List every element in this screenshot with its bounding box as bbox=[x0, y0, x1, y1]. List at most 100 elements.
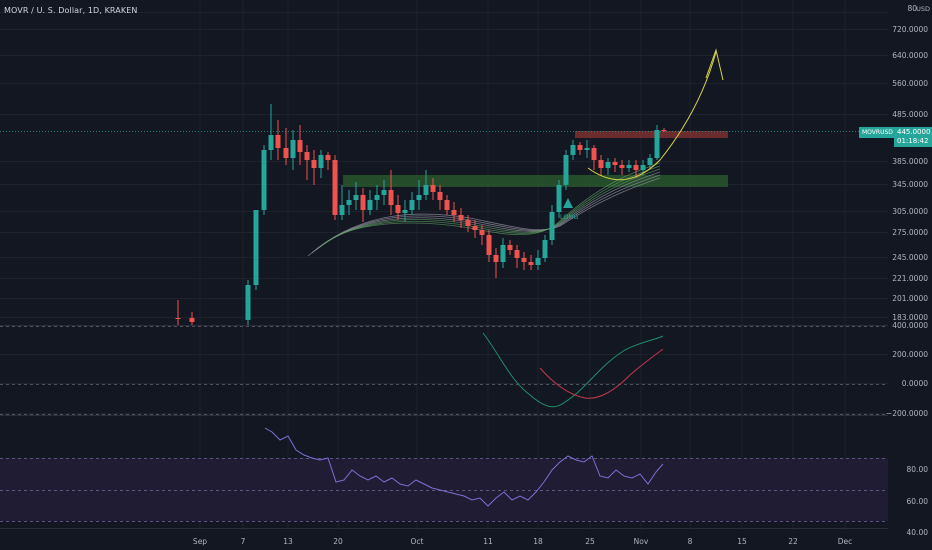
candle-body bbox=[500, 245, 506, 262]
time-label: Nov bbox=[633, 537, 649, 546]
candle-body bbox=[598, 160, 604, 168]
ma-ribbon bbox=[307, 162, 661, 257]
candle-body bbox=[458, 215, 464, 220]
osc-tick: −200.0000 bbox=[885, 409, 928, 418]
candle-body bbox=[542, 240, 548, 258]
candle-body bbox=[245, 285, 251, 320]
symbol-badge: MOVRUSD bbox=[859, 127, 896, 138]
time-label: Dec bbox=[837, 537, 853, 546]
candle-body bbox=[416, 195, 422, 200]
price-tick: 305.0000 bbox=[892, 207, 928, 216]
osc-tick: 0.0000 bbox=[901, 379, 928, 388]
symbol-title[interactable]: MOVR / U. S. Dollar, 1D, KRAKEN bbox=[4, 6, 138, 15]
candle-body bbox=[479, 230, 485, 235]
osc-tick: 200.0000 bbox=[892, 350, 928, 359]
time-label: 25 bbox=[585, 537, 595, 546]
candle-body bbox=[577, 145, 583, 150]
candle-body bbox=[451, 210, 457, 215]
rsi-tick: 80.00 bbox=[906, 465, 928, 474]
time-label: Sep bbox=[192, 537, 208, 546]
candle-body bbox=[318, 155, 324, 168]
candle-body bbox=[346, 200, 352, 205]
price-tick: 560.0000 bbox=[892, 79, 928, 88]
price-tick: 385.0000 bbox=[892, 157, 928, 166]
candle-body bbox=[437, 192, 443, 200]
time-label: 8 bbox=[687, 537, 693, 546]
candle-body bbox=[535, 258, 541, 265]
candle-body bbox=[290, 140, 296, 158]
candle-body bbox=[283, 148, 289, 158]
time-label: 13 bbox=[283, 537, 293, 546]
last-price: 445.0000 bbox=[897, 128, 931, 136]
candle-body bbox=[647, 158, 653, 165]
price-tick: 221.0000 bbox=[892, 274, 928, 283]
candle-body bbox=[507, 245, 513, 250]
candle-body bbox=[381, 190, 387, 195]
rsi-tick: 40.00 bbox=[906, 528, 928, 537]
candle-body bbox=[570, 145, 576, 155]
candle-body bbox=[626, 165, 632, 168]
candle-body bbox=[472, 226, 478, 230]
candle-body bbox=[591, 148, 597, 160]
candle-body bbox=[430, 185, 436, 192]
time-label: 15 bbox=[737, 537, 747, 546]
candle-body bbox=[528, 262, 534, 265]
price-tick: 245.0000 bbox=[892, 253, 928, 262]
candle-body bbox=[486, 235, 492, 255]
candle-body bbox=[304, 152, 310, 160]
candle-body bbox=[423, 185, 429, 195]
resistance-zone bbox=[575, 131, 728, 138]
candle-body bbox=[275, 135, 281, 148]
price-axis[interactable]: 80 USD 720.0000 640.0000 560.0000 485.00… bbox=[885, 0, 932, 550]
candle-body bbox=[605, 162, 611, 168]
candle-body bbox=[261, 150, 267, 210]
ribbon-line bbox=[307, 177, 661, 257]
price-tick: 485.0000 bbox=[892, 110, 928, 119]
ribbon-line bbox=[323, 165, 661, 245]
long-marker bbox=[563, 198, 573, 208]
candle-body bbox=[465, 220, 471, 226]
macd-slow-line bbox=[539, 348, 664, 399]
candle-body bbox=[619, 165, 625, 168]
ribbon-line bbox=[327, 162, 661, 242]
price-tick: 201.0000 bbox=[892, 294, 928, 303]
candle-body bbox=[311, 160, 317, 168]
currency-label: USD bbox=[916, 5, 930, 13]
candle-body bbox=[549, 212, 555, 240]
time-label: 22 bbox=[788, 537, 798, 546]
time-label: 18 bbox=[533, 537, 543, 546]
time-label: 11 bbox=[483, 537, 493, 546]
rsi-tick: 60.00 bbox=[906, 497, 928, 506]
price-tick: 183.0000 bbox=[892, 313, 928, 322]
candle-body bbox=[409, 200, 415, 210]
candle-body bbox=[297, 140, 303, 152]
support-zone bbox=[343, 175, 728, 187]
candle-body bbox=[584, 148, 590, 150]
rsi-band bbox=[0, 458, 888, 521]
candle-body bbox=[268, 135, 274, 150]
ribbon-line bbox=[319, 168, 661, 248]
candle-body bbox=[175, 318, 181, 319]
candles bbox=[175, 104, 667, 325]
price-tick: 720.0000 bbox=[892, 25, 928, 34]
candle-body bbox=[556, 185, 562, 212]
time-label: Oct bbox=[410, 537, 424, 546]
bar-countdown: 01:18:42 bbox=[897, 137, 929, 145]
candle-body bbox=[332, 160, 338, 215]
candle-body bbox=[367, 200, 373, 210]
candle-body bbox=[339, 205, 345, 215]
time-label: 20 bbox=[333, 537, 343, 546]
osc-tick: 400.0000 bbox=[892, 321, 928, 330]
candle-body bbox=[444, 200, 450, 210]
ribbon-line bbox=[311, 174, 661, 254]
candle-body bbox=[374, 195, 380, 200]
candle-body bbox=[521, 258, 527, 262]
projection-arrow-head bbox=[705, 48, 724, 81]
grid-lines bbox=[0, 0, 888, 530]
candle-body bbox=[402, 210, 408, 213]
candle-body bbox=[325, 155, 331, 160]
candle-body bbox=[353, 195, 359, 200]
rsi-line bbox=[264, 427, 664, 507]
candle-body bbox=[360, 195, 366, 210]
